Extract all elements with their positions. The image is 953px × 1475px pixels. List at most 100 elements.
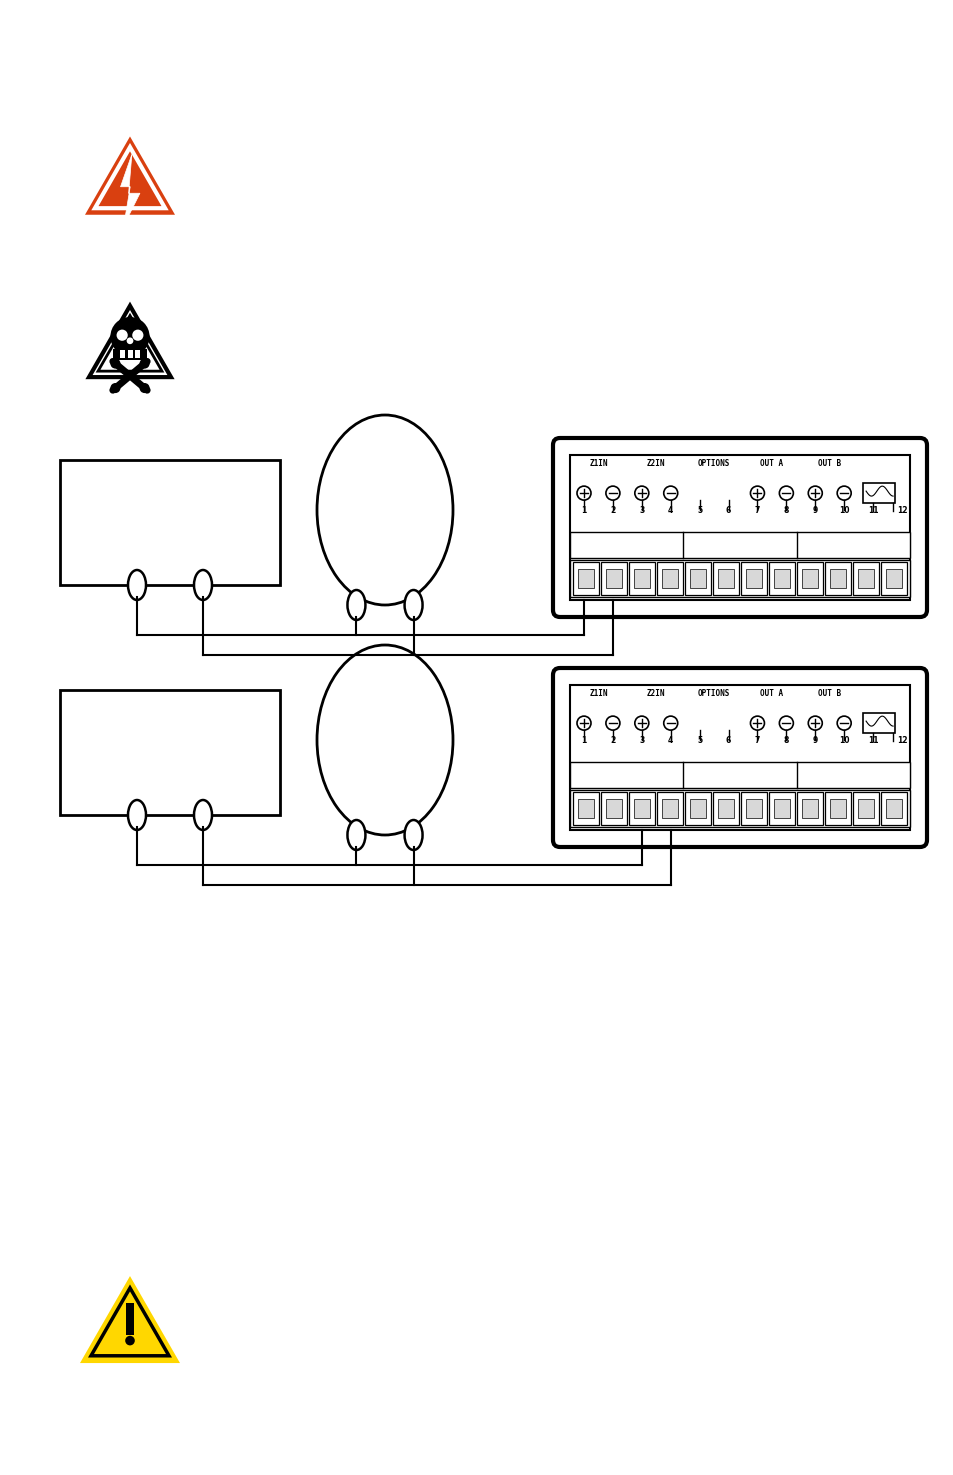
Bar [577,569,594,589]
Bar [628,562,655,596]
Circle shape [605,717,619,730]
Text: 7: 7 [754,506,760,515]
Text: 2: 2 [610,736,615,745]
FancyBboxPatch shape [553,438,926,617]
Bar [600,792,626,825]
Bar [60,460,280,586]
Text: 9: 9 [812,506,817,515]
Circle shape [663,717,677,730]
Ellipse shape [316,645,453,835]
Bar [113,350,147,360]
Text: Z1IN: Z1IN [589,689,607,698]
Bar [657,562,682,596]
Ellipse shape [347,590,365,620]
Bar [128,350,132,358]
Text: 4: 4 [667,736,673,745]
Bar [773,799,790,819]
Bar [880,792,906,825]
Text: 6: 6 [725,506,730,515]
Ellipse shape [316,414,453,605]
Ellipse shape [128,799,146,830]
Text: 5: 5 [697,736,701,745]
Bar [573,792,598,825]
Bar [657,792,682,825]
Text: 12: 12 [896,506,906,515]
Circle shape [111,358,120,369]
Bar [135,350,140,358]
FancyBboxPatch shape [553,668,926,847]
Bar [569,560,909,597]
Text: 8: 8 [782,736,788,745]
Circle shape [111,384,120,392]
Bar [717,799,734,819]
Bar [862,712,894,733]
Bar [712,792,739,825]
Bar [796,792,822,825]
Text: 7: 7 [754,736,760,745]
Polygon shape [91,1288,169,1356]
Ellipse shape [347,820,365,850]
Bar [569,763,909,788]
Text: 2: 2 [610,506,615,515]
Bar [569,791,909,827]
Bar [745,799,761,819]
Bar [605,569,621,589]
Bar [829,799,845,819]
Bar [569,532,909,558]
Text: Z1IN: Z1IN [589,459,607,468]
Bar [126,1304,133,1335]
Bar [569,684,909,830]
Bar [712,562,739,596]
Text: 4: 4 [667,506,673,515]
Circle shape [127,338,133,344]
Circle shape [139,384,150,392]
Text: 10: 10 [838,736,848,745]
Polygon shape [120,155,140,226]
Circle shape [750,487,763,500]
Bar [824,792,850,825]
Bar [577,799,594,819]
Bar [661,799,678,819]
Bar [684,792,710,825]
Text: OPTIONS: OPTIONS [698,689,729,698]
Bar [884,569,902,589]
Bar [717,569,734,589]
Bar [605,799,621,819]
Circle shape [116,329,128,341]
Circle shape [779,717,793,730]
Circle shape [111,317,150,355]
Text: 12: 12 [896,736,906,745]
Bar [824,562,850,596]
Circle shape [125,1336,134,1345]
Bar [745,569,761,589]
Circle shape [634,487,648,500]
Ellipse shape [404,820,422,850]
Text: 11: 11 [867,736,878,745]
Polygon shape [98,316,162,372]
Circle shape [132,329,143,341]
Circle shape [837,487,850,500]
Circle shape [577,717,590,730]
Text: 3: 3 [639,506,644,515]
Polygon shape [80,1276,180,1363]
Text: OUT A: OUT A [760,689,782,698]
Text: 5: 5 [697,506,701,515]
Circle shape [577,487,590,500]
Bar [740,562,766,596]
Text: OUT B: OUT B [818,689,841,698]
Circle shape [807,717,821,730]
Bar [857,569,874,589]
Text: 11: 11 [867,506,878,515]
Bar [773,569,790,589]
Circle shape [750,717,763,730]
Bar [569,454,909,600]
Bar [862,484,894,503]
Text: Z2IN: Z2IN [646,689,665,698]
Bar [852,792,878,825]
Bar [628,792,655,825]
Text: OUT B: OUT B [818,459,841,468]
Circle shape [837,717,850,730]
Bar [689,799,705,819]
Circle shape [634,717,648,730]
Circle shape [139,358,150,369]
